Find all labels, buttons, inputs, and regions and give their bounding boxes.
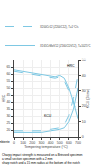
svg-text:100: 100 [20, 141, 26, 145]
svg-text:0: 0 [13, 141, 15, 145]
svg-text:HRC: HRC [67, 64, 75, 68]
svg-text:KCU: KCU [44, 114, 52, 118]
svg-text:600: 600 [66, 141, 72, 145]
svg-text:65: 65 [6, 65, 10, 69]
svg-text:0: 0 [82, 135, 84, 139]
svg-text:20: 20 [82, 104, 86, 108]
svg-text:X165CrMoV12 (Z160CDV12), T=102: X165CrMoV12 (Z160CDV12), T=1025°C [40, 44, 91, 48]
svg-text:50: 50 [81, 58, 86, 63]
svg-text:30: 30 [6, 114, 10, 118]
svg-text:HRC: HRC [2, 94, 6, 102]
svg-text:45: 45 [6, 93, 10, 97]
svg-text:KCU (J/cm²): KCU (J/cm²) [86, 89, 90, 108]
svg-text:300: 300 [39, 141, 45, 145]
svg-text:400: 400 [48, 141, 54, 145]
svg-text:200: 200 [29, 141, 35, 145]
svg-text:30: 30 [82, 89, 86, 93]
svg-text:Charpy impact strength is meas: Charpy impact strength is measured on a … [2, 153, 83, 165]
svg-text:60: 60 [6, 72, 10, 76]
svg-text:10: 10 [82, 120, 86, 124]
svg-text:Ambiente: Ambiente [0, 140, 10, 144]
svg-text:25: 25 [6, 121, 10, 125]
svg-text:X200Cr12 (Z200C12), T=1°C/s: X200Cr12 (Z200C12), T=1°C/s [40, 25, 79, 29]
svg-text:50: 50 [6, 86, 10, 90]
svg-text:20: 20 [6, 128, 10, 132]
svg-text:35: 35 [6, 107, 10, 111]
svg-text:500: 500 [57, 141, 63, 145]
svg-text:40: 40 [6, 100, 10, 104]
svg-text:700: 700 [75, 141, 81, 145]
svg-text:55: 55 [6, 79, 10, 83]
svg-text:40: 40 [82, 74, 86, 78]
svg-text:Tempering temperature (°C): Tempering temperature (°C) [24, 145, 67, 149]
